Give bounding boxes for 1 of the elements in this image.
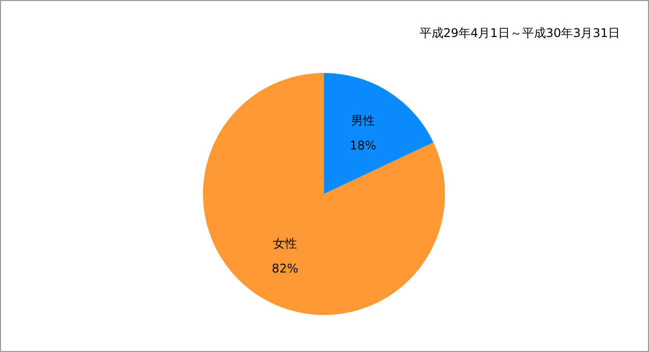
- title: 平成29年4月1日～平成30年3月31日: [419, 26, 620, 40]
